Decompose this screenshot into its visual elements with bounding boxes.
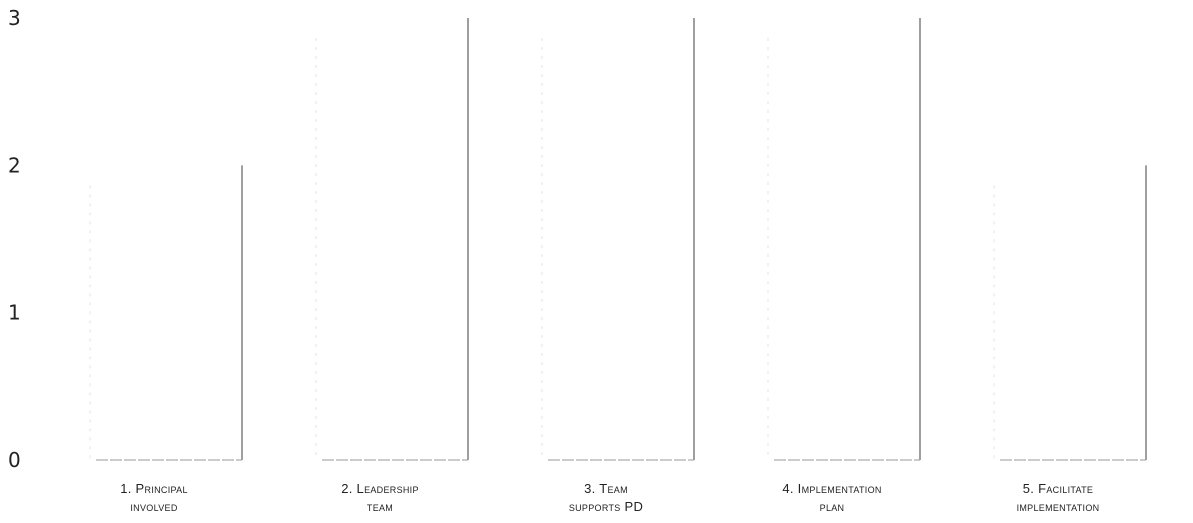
y-axis: 0 1 2 3 xyxy=(8,6,21,472)
x-tick-label: team xyxy=(367,499,393,514)
y-tick-label: 0 xyxy=(8,448,21,472)
bar-fill xyxy=(90,165,242,461)
bar-fill xyxy=(542,18,694,460)
bar-fill xyxy=(994,165,1146,461)
bar-series xyxy=(89,18,1147,461)
bar xyxy=(767,18,921,461)
y-tick-label: 2 xyxy=(8,153,21,177)
x-tick-label: implementation xyxy=(1017,499,1100,514)
bar xyxy=(315,18,469,461)
x-axis: 1. Principal involved 2. Leadership team 3. … xyxy=(120,481,1099,514)
x-tick-label: plan xyxy=(820,499,845,514)
x-tick-label: 1. Principal xyxy=(120,481,188,496)
y-tick-label: 1 xyxy=(8,301,21,325)
x-tick-label: supports PD xyxy=(569,499,643,514)
bar-fill xyxy=(768,18,920,460)
x-tick-label: 5. Facilitate xyxy=(1023,481,1093,496)
y-tick-label: 3 xyxy=(8,6,21,30)
bar xyxy=(993,165,1147,461)
bar xyxy=(541,18,695,461)
x-tick-label: 2. Leadership xyxy=(341,481,419,496)
x-tick-label: 4. Implementation xyxy=(782,481,881,496)
x-tick-label: 3. Team xyxy=(584,481,628,496)
bar-fill xyxy=(316,18,468,460)
bar xyxy=(89,165,243,461)
x-tick-label: involved xyxy=(130,499,177,514)
